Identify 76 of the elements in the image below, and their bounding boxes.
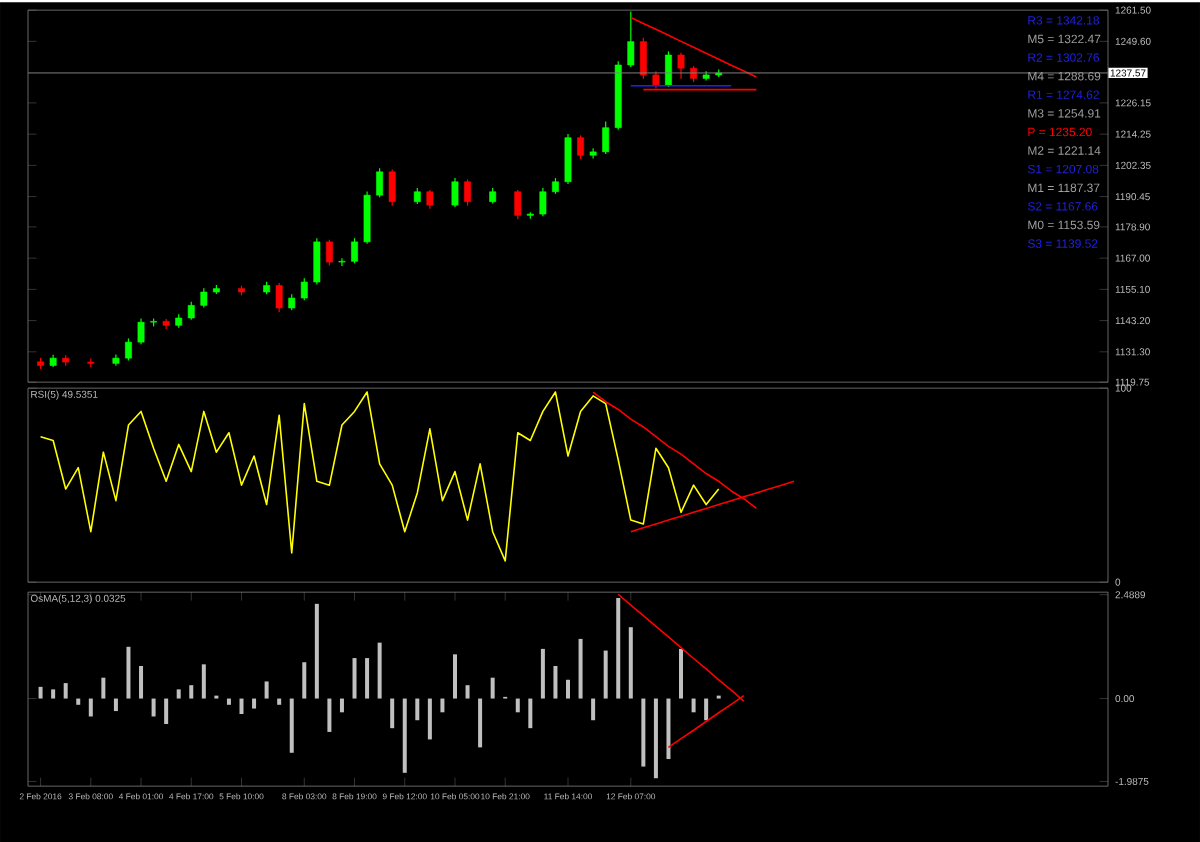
candlestick (351, 237, 358, 264)
bar (365, 658, 370, 699)
bar (465, 685, 470, 699)
bar (653, 698, 658, 779)
bar (591, 698, 596, 721)
bar (578, 638, 583, 699)
bar (226, 698, 231, 705)
candlestick (388, 168, 396, 207)
bar (339, 698, 344, 713)
bar (641, 698, 646, 767)
candlestick (677, 52, 685, 80)
candlestick (275, 282, 283, 313)
bar (452, 654, 457, 699)
bar (679, 648, 684, 699)
bar (327, 698, 332, 732)
bar (553, 665, 558, 699)
candlestick (137, 317, 145, 345)
bar (76, 698, 81, 705)
candlestick (539, 187, 547, 217)
bar (252, 698, 257, 709)
bar (515, 698, 520, 713)
bar (478, 698, 483, 748)
candlestick (514, 189, 522, 220)
candlestick (376, 167, 384, 198)
candlestick (300, 277, 308, 301)
bar (201, 664, 206, 699)
candlestick (325, 239, 333, 267)
bar (528, 698, 533, 729)
bar (415, 698, 420, 721)
bar (540, 648, 545, 699)
bar (189, 685, 194, 699)
candlestick (313, 237, 321, 285)
bar (691, 698, 696, 713)
candlestick (451, 177, 459, 208)
bar (176, 689, 181, 699)
bar (151, 698, 156, 717)
bar (402, 698, 407, 773)
bar (704, 698, 709, 721)
candlestick (464, 178, 471, 207)
candlestick (125, 337, 132, 362)
candlestick (187, 301, 195, 321)
bar (390, 698, 395, 729)
bar (277, 698, 282, 705)
bar (113, 698, 118, 711)
candlestick (200, 287, 208, 309)
bar (38, 686, 43, 699)
line-series (630, 16, 758, 78)
bar (566, 679, 571, 699)
bar (289, 698, 294, 753)
bar (63, 683, 68, 699)
candlestick (363, 190, 371, 245)
candlestick (602, 120, 610, 155)
bar (88, 698, 93, 717)
candlestick (639, 37, 647, 80)
bar (139, 665, 144, 699)
bar (616, 597, 621, 699)
bar (352, 658, 357, 699)
bar (51, 689, 56, 699)
bar (101, 677, 106, 699)
candlestick (564, 133, 572, 185)
candlestick (577, 134, 585, 160)
candlestick (627, 10, 635, 68)
bar (302, 662, 307, 699)
bar (239, 698, 244, 714)
bar (440, 698, 445, 713)
bar (628, 627, 633, 699)
bar (264, 681, 269, 699)
bar (314, 603, 319, 699)
bar (427, 698, 432, 740)
bar (603, 650, 608, 699)
bar (377, 642, 382, 699)
bar (490, 677, 495, 699)
bar (164, 698, 169, 724)
candlestick (426, 189, 434, 210)
bar (666, 698, 671, 759)
bar (126, 646, 131, 699)
